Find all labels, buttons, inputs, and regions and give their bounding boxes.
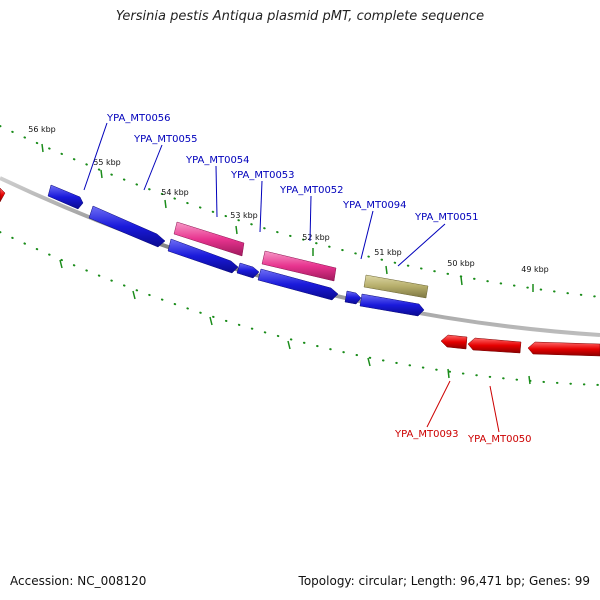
gene-arrow bbox=[359, 293, 425, 317]
gene-label-ypa-mt0093: YPA_MT0093 bbox=[394, 429, 459, 440]
gene-label-ypa-mt0056: YPA_MT0056 bbox=[106, 113, 171, 124]
gene-arrow bbox=[236, 262, 260, 279]
reverse-genes bbox=[0, 187, 600, 357]
gene-label-ypa-mt0055: YPA_MT0055 bbox=[133, 134, 198, 145]
tick-labels: 56 kbp 55 kbp 54 kbp 53 kbp 52 kbp 51 kb… bbox=[28, 125, 549, 274]
forward-label-lines bbox=[83, 122, 446, 267]
tick-label-51kbp: 51 kbp bbox=[374, 248, 402, 257]
gene-arrow bbox=[344, 290, 362, 305]
forward-genes-outer bbox=[47, 184, 425, 317]
tick-label-54kbp: 54 kbp bbox=[161, 188, 189, 197]
gene-arrow bbox=[527, 341, 600, 357]
map-title: Yersinia pestis Antiqua plasmid pMT, com… bbox=[115, 9, 485, 24]
gene-label-ypa-mt0051: YPA_MT0051 bbox=[414, 212, 479, 223]
gene-arrow bbox=[363, 274, 429, 299]
gene-label-ypa-mt0052: YPA_MT0052 bbox=[279, 185, 344, 196]
reverse-label-lines bbox=[426, 380, 500, 433]
gene-label-ypa-mt0094: YPA_MT0094 bbox=[342, 200, 407, 211]
tick-label-53kbp: 53 kbp bbox=[230, 211, 258, 220]
inner-tick-marks bbox=[59, 259, 531, 385]
outer-tick-marks bbox=[41, 143, 534, 292]
gene-arrow bbox=[0, 187, 6, 203]
reverse-gene-labels: YPA_MT0093 YPA_MT0050 bbox=[394, 429, 532, 445]
gene-label-ypa-mt0054: YPA_MT0054 bbox=[185, 155, 250, 166]
forward-genes-upper bbox=[173, 221, 429, 299]
tick-label-49kbp: 49 kbp bbox=[521, 265, 549, 274]
gene-arrow bbox=[440, 334, 468, 350]
gene-arrow bbox=[88, 205, 166, 248]
topology-summary: Topology: circular; Length: 96,471 bp; G… bbox=[298, 574, 590, 588]
tick-label-56kbp: 56 kbp bbox=[28, 125, 56, 134]
gene-arrow bbox=[467, 337, 522, 354]
tick-label-50kbp: 50 kbp bbox=[447, 259, 475, 268]
plasmid-backbone bbox=[0, 176, 600, 337]
tick-label-52kbp: 52 kbp bbox=[302, 233, 330, 242]
gene-arrow bbox=[257, 268, 339, 301]
gene-arrow bbox=[173, 221, 245, 257]
forward-gene-labels: YPA_MT0056 YPA_MT0055 YPA_MT0054 YPA_MT0… bbox=[106, 113, 479, 223]
tick-label-55kbp: 55 kbp bbox=[93, 158, 121, 167]
gene-label-ypa-mt0050: YPA_MT0050 bbox=[467, 434, 532, 445]
inner-tick-ring bbox=[0, 231, 600, 386]
gene-arrow bbox=[47, 184, 84, 210]
gene-arrow bbox=[167, 238, 239, 274]
accession-text: Accession: NC_008120 bbox=[10, 574, 147, 588]
gene-label-ypa-mt0053: YPA_MT0053 bbox=[230, 170, 295, 181]
gene-arrow bbox=[261, 250, 337, 282]
